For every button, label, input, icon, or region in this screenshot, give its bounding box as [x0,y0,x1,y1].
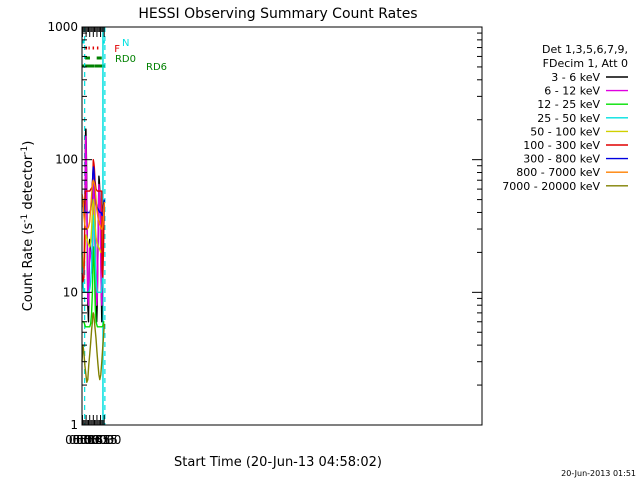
series-line-5 [81,158,106,283]
legend-header-2: FDecim 1, Att 0 [543,57,628,70]
x-tick-label: 05:00 [65,433,100,447]
x-tick-label: 06:30 [87,433,122,447]
flag-f-label: F [114,44,120,55]
legend-label-1: 6 - 12 keV [544,85,600,98]
legend-label-6: 300 - 800 keV [523,153,600,166]
x-axis-label: Start Time (20-Jun-13 04:58:02) [174,455,382,470]
x-tick-label: 06:00 [80,433,115,447]
flag-rd0-label: RD0 [115,54,136,65]
legend-label-0: 3 - 6 keV [551,71,600,84]
y-axis-label-mid: detector [21,154,36,214]
flag-n-label: N [122,38,129,49]
legend-header-1: Det 1,3,5,6,7,9, [542,43,628,56]
series-line-8 [81,312,106,383]
y-axis-label-sup2: -1 [20,146,30,155]
legend-label-8: 7000 - 20000 keV [502,180,600,193]
y-axis-label-main: Count Rate (s [21,223,36,312]
footer-timestamp: 20-Jun-2013 01:51 [561,469,636,478]
legend-label-3: 25 - 50 keV [537,112,600,125]
y-tick-label: 1 [70,418,78,432]
plot-frame [81,26,483,426]
legend-label-7: 800 - 7000 keV [516,166,600,179]
y-axis-label-end: ) [21,141,36,146]
y-axis-label: Count Rate (s-1 detector-1) [20,141,36,312]
x-tick-label: 05:30 [72,433,107,447]
legend-label-2: 12 - 25 keV [537,98,600,111]
legend-label-5: 100 - 300 keV [523,139,600,152]
x-tick-label: 05:45 [76,433,111,447]
y-axis-label-sup1: -1 [20,214,30,223]
y-axis-ticks: 1 10 100 1000 [47,20,482,432]
y-tick-label: 100 [55,153,78,167]
series-line-2 [82,246,105,328]
flag-rd6-label: RD6 [146,62,167,73]
legend-label-4: 50 - 100 keV [530,125,600,138]
x-tick-label: 06:15 [83,433,118,447]
x-tick-label: 05:15 [69,433,104,447]
y-tick-label: 1000 [47,20,78,34]
chart-title: HESSI Observing Summary Count Rates [138,6,417,22]
y-tick-label: 10 [63,285,78,299]
